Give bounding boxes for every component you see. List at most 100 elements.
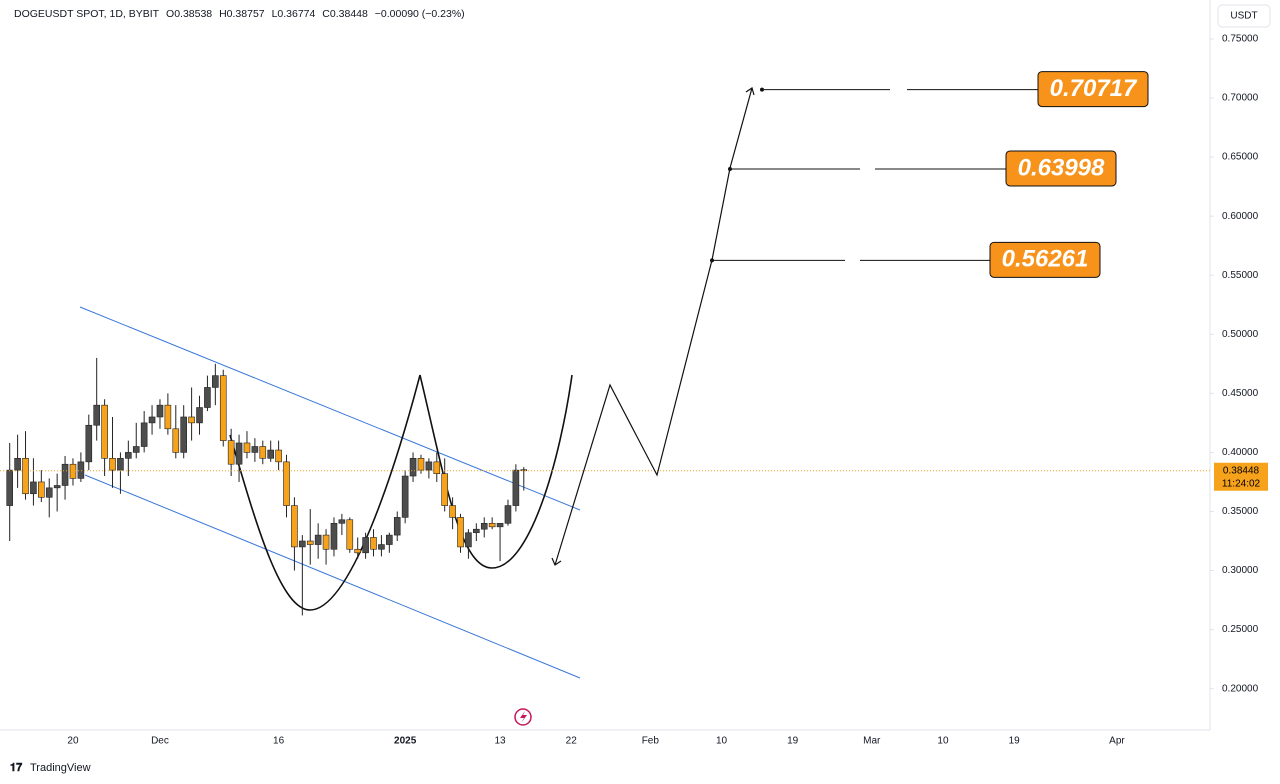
brand-logo: 𝟏𝟕	[10, 762, 23, 774]
change: −0.00090 (−0.23%)	[374, 8, 465, 20]
candle-body	[109, 458, 116, 471]
x-tick-label: 2025	[394, 736, 417, 747]
candle-body	[362, 537, 369, 554]
candle-body	[480, 522, 488, 530]
l-label: L	[271, 8, 278, 20]
x-tick-label: 10	[937, 736, 949, 747]
currency[interactable]: USDT	[1230, 11, 1257, 22]
candle-body	[125, 452, 132, 459]
target-box	[1005, 150, 1117, 187]
projection	[554, 87, 753, 566]
candle-body	[473, 528, 480, 534]
y-tick-label: 0.30000	[1222, 565, 1259, 576]
candle-body	[77, 461, 85, 479]
candle-body	[386, 534, 393, 545]
x-tick-label: 19	[1009, 736, 1021, 747]
ohlc-l: L0.36774	[272, 8, 316, 20]
candle-body	[425, 461, 433, 471]
candle-body	[132, 446, 140, 453]
o-value: 0.38538	[174, 8, 213, 20]
candle-body	[267, 449, 274, 459]
cup-left	[229, 374, 421, 611]
last-price-box	[1214, 462, 1268, 491]
candle-body	[53, 485, 61, 489]
y-tick-label: 0.70000	[1222, 93, 1259, 104]
candle-body	[330, 522, 338, 550]
l-value: 0.36774	[277, 8, 316, 20]
candle-body	[488, 522, 496, 528]
c-label: C	[322, 8, 330, 20]
candle-body	[22, 458, 29, 495]
candle-body	[140, 422, 148, 447]
candle-body	[148, 416, 156, 424]
ohlc-h: H0.38757	[219, 8, 265, 20]
countdown: 11:24:02	[1222, 478, 1261, 489]
target-box	[1037, 71, 1149, 108]
candle-body	[520, 469, 528, 472]
candle-body	[117, 458, 124, 471]
candle-body	[227, 440, 235, 465]
last-price-label: 0.38448	[1223, 465, 1260, 476]
candle-body	[164, 404, 172, 430]
x-tick-label: Dec	[151, 736, 169, 747]
h-label: H	[219, 8, 227, 20]
y-tick-label: 0.50000	[1222, 329, 1259, 340]
symbol: DOGEUSDT SPOT, 1D, BYBIT	[14, 8, 160, 20]
candle-body	[30, 481, 37, 495]
candle-body	[180, 416, 187, 453]
event-icon[interactable]	[514, 708, 532, 726]
candle-body	[219, 375, 227, 441]
currency-button[interactable]	[1217, 4, 1271, 28]
candle-body	[370, 537, 377, 550]
candle-body	[409, 458, 417, 477]
candle-body	[449, 505, 456, 518]
candle-body	[188, 416, 195, 424]
y-tick-label: 0.55000	[1222, 270, 1259, 281]
candle-body	[251, 446, 259, 453]
candle-body	[172, 428, 180, 453]
target-label: 0.56261	[1002, 246, 1089, 273]
y-tick-label: 0.65000	[1222, 152, 1259, 163]
candle-body	[496, 522, 504, 528]
candle-body	[196, 407, 203, 424]
candle-body	[38, 481, 45, 498]
brand: TradingView	[30, 762, 91, 774]
candle-body	[393, 517, 401, 536]
candle-body	[14, 458, 21, 471]
target-label: 0.70717	[1050, 75, 1138, 102]
x-tick-label: Mar	[863, 736, 881, 747]
candle-body	[101, 404, 108, 459]
y-tick-label: 0.35000	[1222, 506, 1259, 517]
candle-body	[346, 519, 354, 550]
y-tick-label: 0.75000	[1222, 34, 1259, 45]
candle-body	[235, 442, 243, 465]
event-icon-bolt	[520, 711, 527, 723]
y-tick-label: 0.40000	[1222, 447, 1259, 458]
candle-body	[6, 469, 13, 506]
candle-body	[291, 505, 298, 548]
candle-body	[45, 487, 53, 498]
candle-body	[417, 458, 425, 471]
candle-body	[401, 475, 409, 518]
candle-body	[299, 540, 306, 548]
ohlc-o: O0.38538	[166, 8, 212, 20]
x-tick-label: Feb	[642, 736, 660, 747]
candle-body	[93, 404, 100, 426]
channel-lower	[84, 474, 581, 679]
candle-body	[465, 532, 472, 548]
arrow-head	[551, 557, 562, 566]
c-value: 0.38448	[329, 8, 368, 20]
candle-body	[259, 446, 267, 459]
y-tick-label: 0.20000	[1222, 683, 1259, 694]
target-box	[989, 241, 1101, 278]
candle-body	[457, 517, 464, 548]
candle-body	[204, 387, 211, 408]
x-tick-label: 10	[716, 736, 728, 747]
candle-body	[378, 544, 385, 550]
x-tick-label: 13	[494, 736, 506, 747]
x-tick-label: 20	[67, 736, 79, 747]
candle-body	[85, 424, 93, 463]
o-label: O	[166, 8, 175, 20]
candle-body	[69, 463, 77, 479]
